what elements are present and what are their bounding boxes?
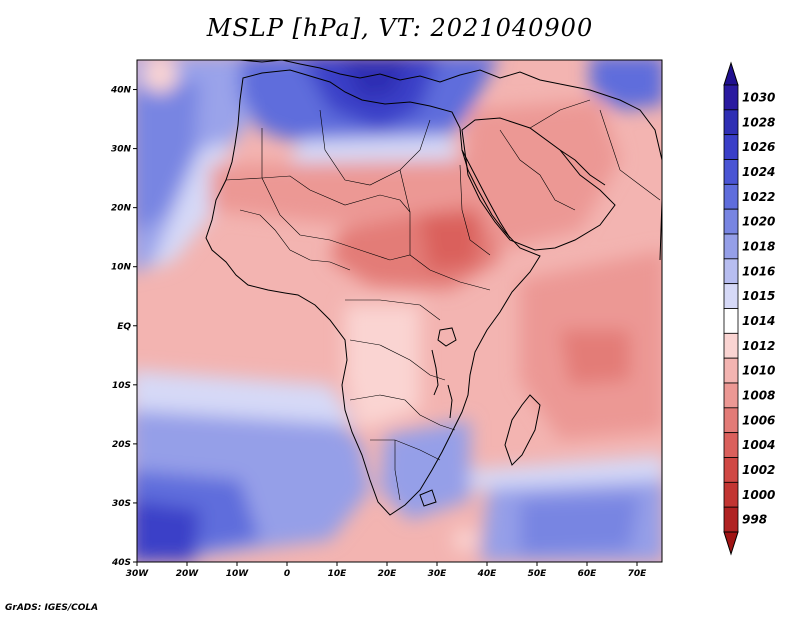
- atlantic-high-north-core: [137, 80, 200, 231]
- colorbar-label: 1030: [742, 90, 775, 104]
- lon-tick-label: 30E: [428, 569, 448, 579]
- lake-victoria: [437, 327, 457, 347]
- colorbar-label: 1000: [742, 488, 775, 502]
- colorbar-swatch: [723, 332, 739, 359]
- colorbar-label: 1004: [742, 438, 775, 452]
- sahara-trough: [210, 160, 480, 230]
- lon-tick-label: 50E: [528, 569, 548, 579]
- chart-title: MSLP [hPa], VT: 2021040900: [206, 14, 594, 42]
- lon-tick-label: 70E: [628, 569, 648, 579]
- europe-coastline: [239, 60, 561, 85]
- arabia-coastline: [461, 117, 616, 251]
- madagascar: [504, 394, 541, 466]
- south-atlantic-ridge-edge: [137, 370, 355, 425]
- colorbar-swatch: [723, 233, 739, 260]
- lat-tick-label: 40S: [111, 558, 131, 568]
- colorbar-label: 998: [742, 513, 767, 527]
- lake-tanganyika: [431, 349, 439, 396]
- south-indian-ridge-edge: [470, 455, 662, 490]
- atlantic-small-low: [142, 60, 178, 93]
- lon-tick-label: 30W: [126, 569, 150, 579]
- colorbar: 1030 1028 1026 1024 1022 1020 1018 1016 1015 1014…: [723, 61, 775, 556]
- colorbar-label: 1018: [742, 239, 775, 253]
- southern-africa-high: [380, 420, 470, 520]
- colorbar-label: 1008: [742, 388, 775, 402]
- red-sea: [461, 149, 511, 239]
- colorbar-swatch: [723, 481, 739, 508]
- colorbar-swatch: [723, 84, 739, 111]
- colorbar-swatch: [723, 506, 739, 533]
- south-atlantic-high-center: [137, 501, 200, 562]
- colorbar-label: 1006: [742, 413, 775, 427]
- colorbar-label: 1016: [742, 264, 775, 278]
- colorbar-top-cap: [723, 61, 739, 86]
- lat-tick-label: 40N: [110, 86, 132, 96]
- lon-tick-label: 0: [284, 569, 290, 579]
- colorbar-swatch: [723, 382, 739, 409]
- colorbar-swatch: [723, 407, 739, 434]
- colorbar-label: 1022: [742, 190, 775, 204]
- colorbar-label: 1012: [742, 339, 775, 353]
- lat-tick-label: 20N: [111, 204, 132, 214]
- lat-tick-label: 20S: [112, 440, 131, 450]
- congo-basin-pale: [345, 305, 420, 430]
- colorbar-label: 1020: [742, 215, 775, 229]
- lat-tick-label: 10S: [112, 381, 131, 391]
- lon-tick-label: 10W: [226, 569, 250, 579]
- africa-coastline: [205, 69, 541, 516]
- colorbar-swatch: [723, 159, 739, 185]
- colorbar-swatch: [723, 432, 739, 458]
- credit-text: GrADS: IGES/COLA: [5, 603, 99, 613]
- colorbar-swatch: [723, 357, 739, 384]
- lake-malawi: [447, 384, 453, 419]
- mediterranean-high-center: [342, 60, 409, 100]
- colorbar-label: 1024: [742, 165, 775, 179]
- persian-gulf: [559, 149, 606, 186]
- south-small-low: [453, 528, 477, 552]
- axis-ticks: 30W 20W 10W 0 10E 20E 30E 40E 50E 60E 70E 40N 30N 20N…: [110, 86, 647, 579]
- lon-tick-label: 60E: [578, 569, 598, 579]
- map-frame: [136, 59, 663, 563]
- colorbar-label: 1002: [742, 463, 775, 477]
- country-borders: [225, 99, 661, 501]
- lon-tick-label: 10E: [328, 569, 348, 579]
- colorbar-swatch: [723, 183, 739, 210]
- colorbar-swatch: [723, 308, 739, 334]
- colorbar-swatch: [723, 283, 739, 309]
- lat-tick-label: EQ: [117, 322, 131, 332]
- colorbar-label: 1014: [742, 314, 775, 328]
- south-indian-high-core: [520, 495, 640, 555]
- colorbar-label: 1026: [742, 140, 775, 154]
- lat-tick-label: 10N: [111, 263, 132, 273]
- central-asia-high: [590, 60, 662, 110]
- lon-tick-label: 40E: [477, 569, 498, 579]
- colorbar-swatch: [723, 208, 739, 235]
- colorbar-swatch: [723, 109, 739, 136]
- lesotho: [419, 489, 437, 507]
- colorbar-label: 1028: [742, 115, 775, 129]
- colorbar-label: 1015: [742, 289, 775, 303]
- colorbar-bottom-cap: [723, 531, 739, 556]
- coastlines: [205, 60, 662, 516]
- colorbar-swatch: [723, 134, 739, 160]
- colorbar-swatch: [723, 258, 739, 285]
- indian-ocean-low: [560, 330, 630, 385]
- sudan-low-core: [420, 215, 480, 270]
- colorbar-swatch: [723, 457, 739, 483]
- lat-tick-label: 30S: [112, 499, 131, 509]
- colorbar-label: 1010: [742, 364, 775, 378]
- lon-tick-label: 20W: [176, 569, 200, 579]
- lat-tick-label: 30N: [111, 145, 132, 155]
- lon-tick-label: 20E: [378, 569, 398, 579]
- pressure-field: [137, 60, 662, 562]
- asia-coastline: [559, 83, 662, 261]
